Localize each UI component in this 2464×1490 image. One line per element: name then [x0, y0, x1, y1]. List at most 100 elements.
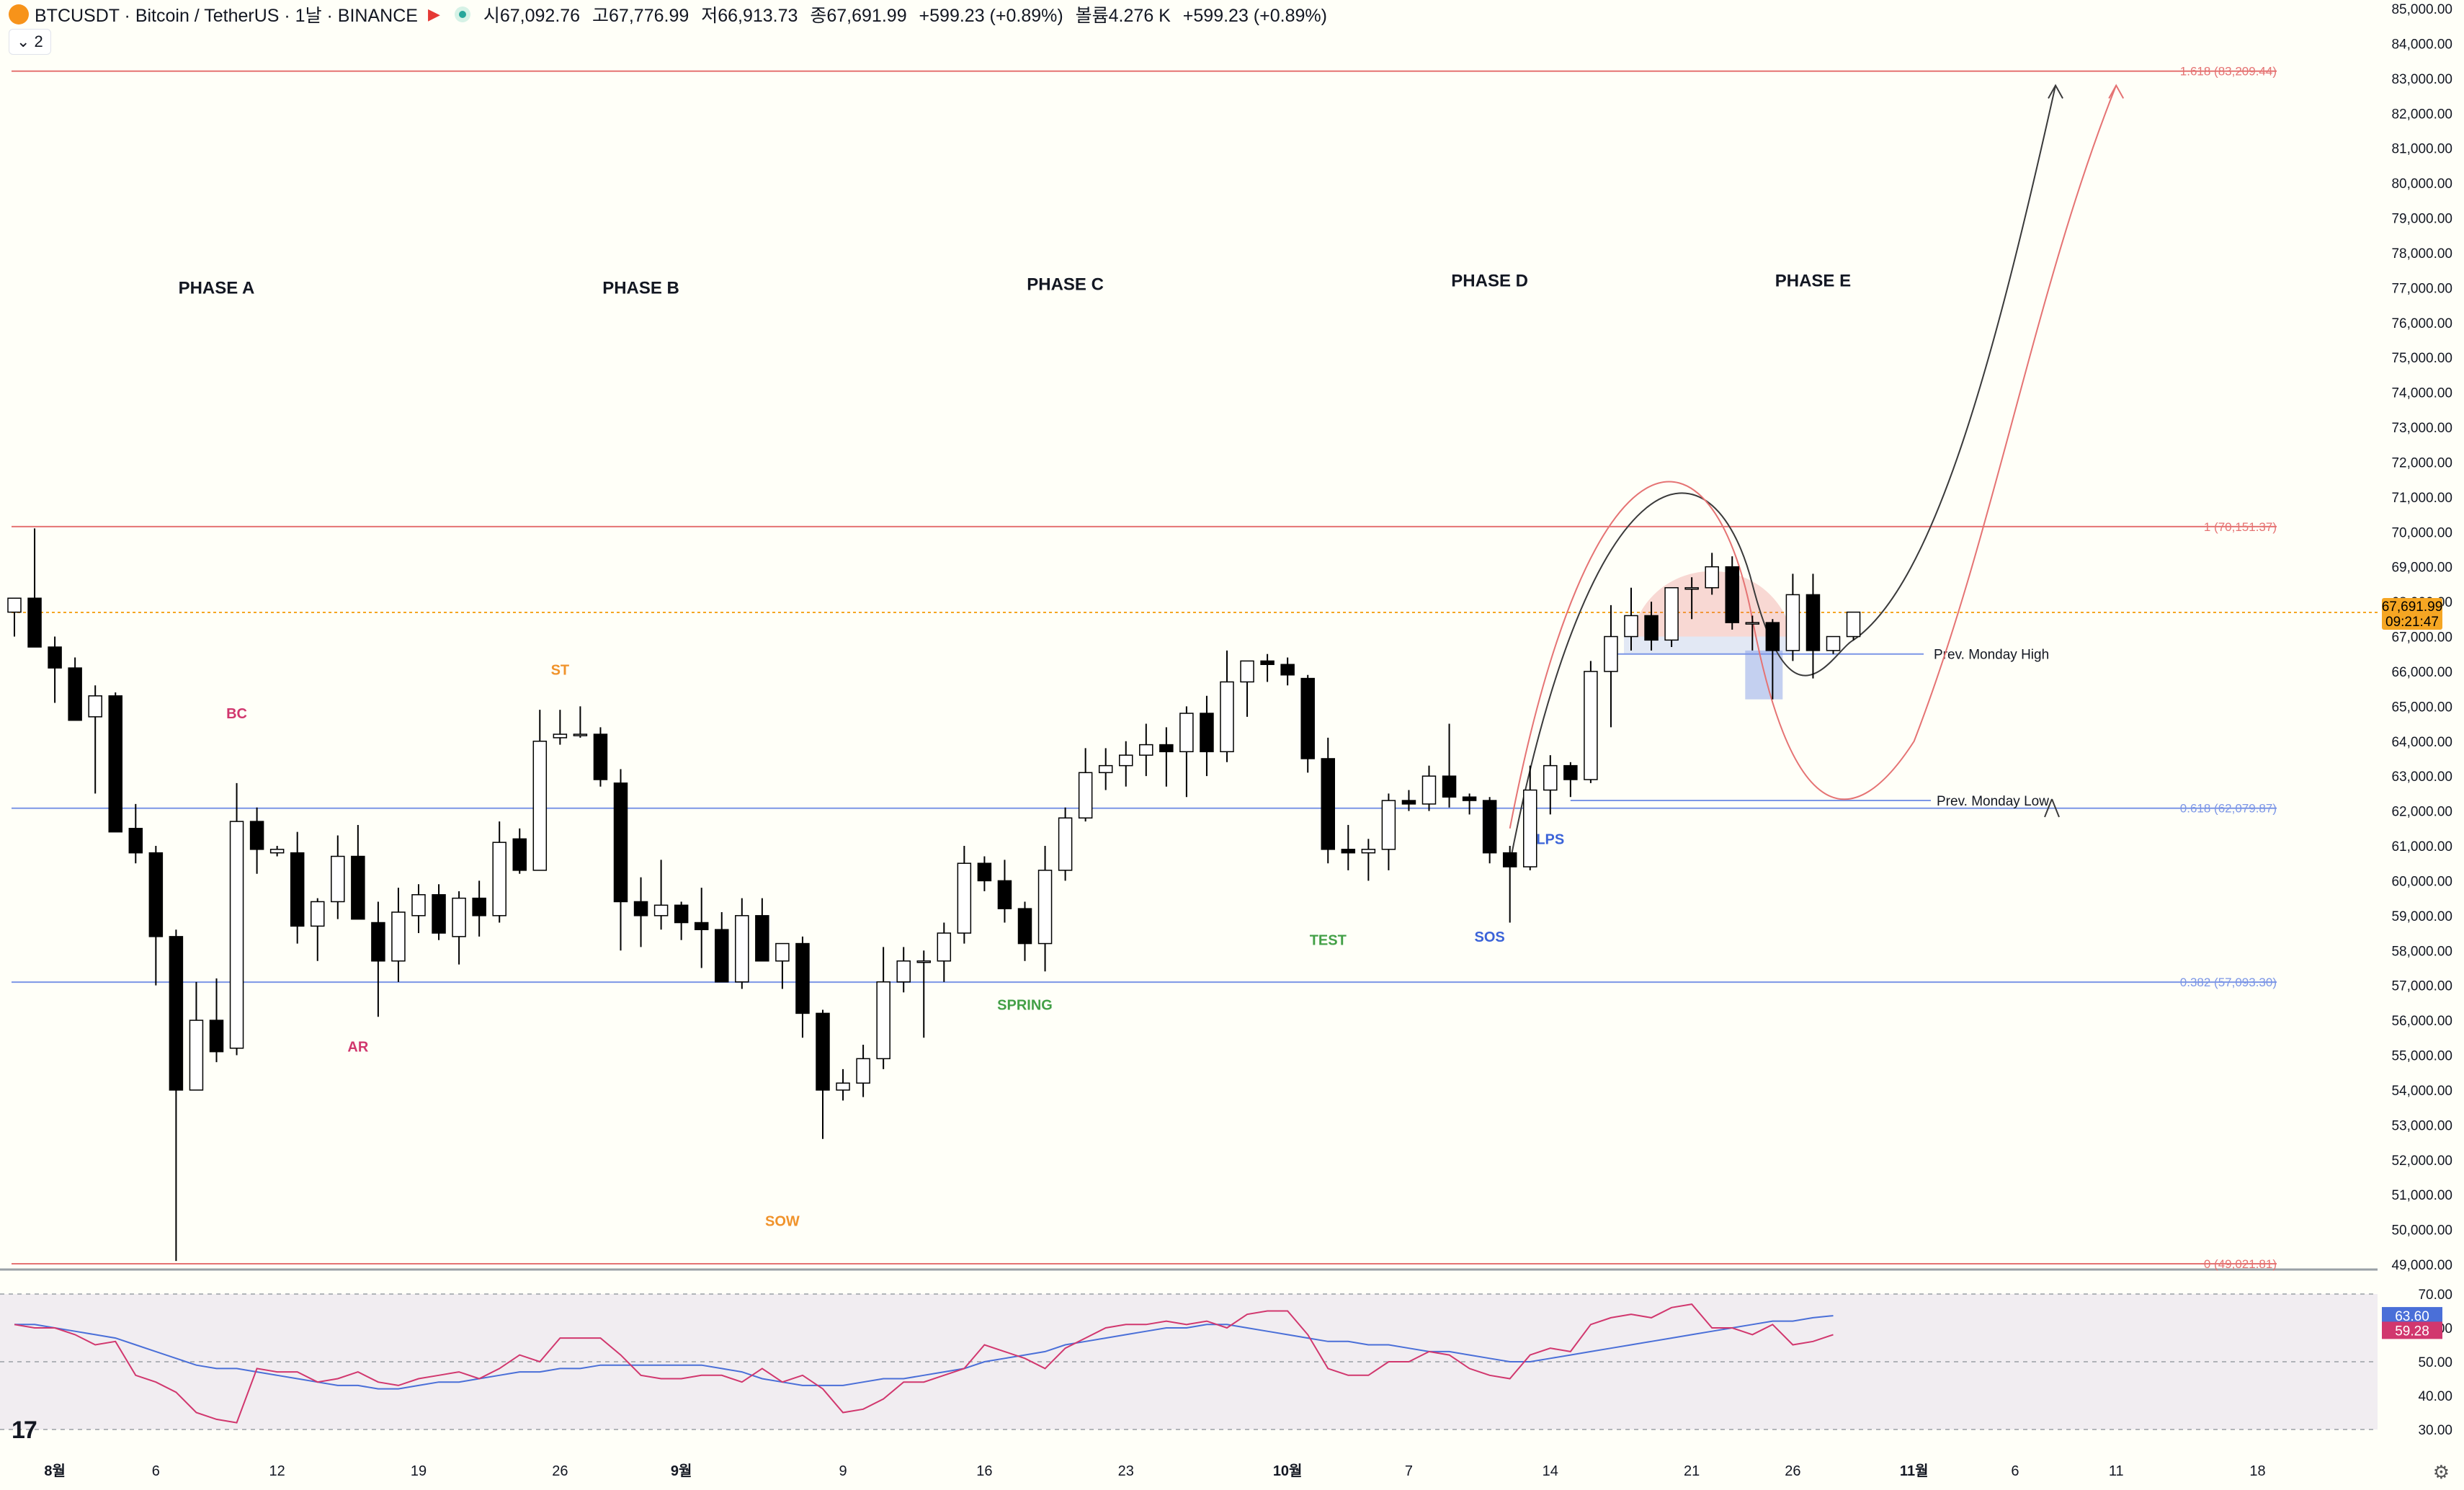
- indicator-count: 2: [34, 32, 43, 50]
- candle-body: [1341, 849, 1356, 854]
- phase-label: PHASE A: [179, 278, 255, 298]
- price-tick-label: 85,000.00: [2391, 2, 2452, 17]
- candle-body: [1361, 849, 1376, 854]
- candle-body: [1280, 664, 1295, 676]
- candle-body: [1058, 817, 1073, 871]
- candle-body: [694, 922, 709, 930]
- projection-arrowhead-dark: [2048, 84, 2063, 99]
- candle-body: [249, 821, 264, 850]
- candle-body: [553, 733, 568, 739]
- candle-body: [48, 646, 62, 669]
- price-tick-label: 60,000.00: [2391, 874, 2452, 889]
- flag-icon[interactable]: ▶: [427, 5, 440, 23]
- candle-body: [755, 915, 769, 962]
- time-tick-label: 12: [269, 1463, 285, 1479]
- candle-body: [916, 960, 931, 963]
- candle-body: [108, 695, 122, 833]
- candle-body: [532, 741, 548, 871]
- chevron-down-icon: ⌄: [17, 32, 30, 50]
- candle-body: [148, 852, 164, 937]
- phase-label: PHASE E: [1775, 272, 1851, 291]
- fib-level-label: 0 (49,021.81): [2204, 1257, 2277, 1271]
- indicator-collapse-button[interactable]: ⌄ 2: [9, 29, 51, 55]
- candle-body: [512, 838, 527, 871]
- time-tick-label: 19: [411, 1463, 427, 1479]
- candle-body: [229, 821, 244, 1049]
- symbol-title[interactable]: BTCUSDT · Bitcoin / TetherUS · 1날 · BINA…: [35, 6, 418, 26]
- candle-body: [169, 936, 184, 1091]
- projection-arrow-dark: [2044, 798, 2060, 818]
- candle-body: [1462, 796, 1477, 801]
- price-tick-label: 81,000.00: [2391, 142, 2452, 157]
- candle-body: [1179, 713, 1194, 753]
- price-tick-label: 82,000.00: [2391, 107, 2452, 122]
- candle-body: [1644, 615, 1659, 641]
- candle-body: [1401, 800, 1416, 805]
- close-value: 종67,691.99: [810, 6, 907, 26]
- candle-body: [977, 862, 992, 882]
- candle-body: [1381, 800, 1396, 850]
- fib-level-label: 0.618 (62,079.87): [2180, 802, 2277, 816]
- candle-body: [351, 855, 365, 920]
- event-label: AR: [347, 1039, 368, 1055]
- event-label: LPS: [1536, 831, 1564, 847]
- order-block-zone: [1745, 650, 1783, 700]
- price-tick-label: 63,000.00: [2391, 769, 2452, 785]
- candle-body: [7, 597, 22, 613]
- time-tick-label: 26: [1785, 1463, 1800, 1479]
- candle-body: [1502, 852, 1517, 867]
- candle-body: [1765, 622, 1780, 651]
- tradingview-logo[interactable]: 17: [12, 1417, 37, 1444]
- candle-body: [1098, 764, 1113, 774]
- gear-icon[interactable]: ⚙: [2432, 1461, 2450, 1483]
- candle-body: [27, 597, 42, 648]
- candle-body: [613, 782, 628, 903]
- time-tick-label: 16: [976, 1463, 992, 1479]
- candle-body: [411, 894, 426, 916]
- candle-body: [1260, 660, 1275, 665]
- fib-level-label: 1.618 (83,209.44): [2180, 65, 2277, 79]
- candle-body: [775, 942, 790, 962]
- price-tick-label: 56,000.00: [2391, 1014, 2452, 1029]
- rsi-badge: [2382, 1321, 2442, 1339]
- candle-body: [1442, 775, 1457, 798]
- candle-body: [371, 922, 385, 962]
- rsi-tick-label: 50.00: [2418, 1355, 2452, 1370]
- price-tick-label: 64,000.00: [2391, 735, 2452, 750]
- candle-body: [876, 981, 890, 1060]
- candle-body: [735, 915, 749, 983]
- candle-body: [492, 842, 506, 916]
- time-tick-label: 6: [152, 1463, 160, 1479]
- market-open-icon: [454, 6, 470, 22]
- event-label: TEST: [1310, 933, 1347, 949]
- current-price-label: 67,691.99: [2382, 599, 2443, 615]
- projection-arrowhead-red: [2108, 84, 2125, 99]
- phase-label: PHASE C: [1027, 275, 1104, 294]
- price-tick-label: 61,000.00: [2391, 839, 2452, 855]
- candle-body: [1139, 744, 1153, 756]
- candle-body: [1240, 660, 1254, 683]
- event-label: ST: [551, 662, 570, 678]
- symbol-header: BTCUSDT · Bitcoin / TetherUS · 1날 · BINA…: [0, 0, 2378, 29]
- price-tick-label: 76,000.00: [2391, 316, 2452, 331]
- candle-body: [573, 733, 588, 736]
- candle-body: [452, 897, 466, 937]
- price-tick-label: 59,000.00: [2391, 909, 2452, 924]
- price-tick-label: 49,000.00: [2391, 1258, 2452, 1273]
- current-price-badge: [2382, 597, 2442, 630]
- candle-body: [391, 911, 406, 962]
- high-value: 고67,776.99: [592, 6, 689, 26]
- projection-path-dark: [1509, 85, 2057, 864]
- time-tick-label: 9: [839, 1463, 847, 1479]
- time-tick-label: 21: [1684, 1463, 1700, 1479]
- candle-body: [290, 852, 305, 927]
- price-tick-label: 57,000.00: [2391, 979, 2452, 994]
- volume-value: 볼륨4.276 K: [1075, 6, 1171, 26]
- candle-body: [997, 880, 1012, 909]
- ohlc-values: 시67,092.76 고67,776.99 저66,913.73 종67,691…: [483, 1, 1334, 27]
- time-tick-label: 10월: [1273, 1463, 1303, 1479]
- candle-body: [1523, 789, 1537, 867]
- monday-low-label: Prev. Monday Low: [1937, 794, 2049, 809]
- fib-level-label: 1 (70,151.37): [2204, 520, 2277, 534]
